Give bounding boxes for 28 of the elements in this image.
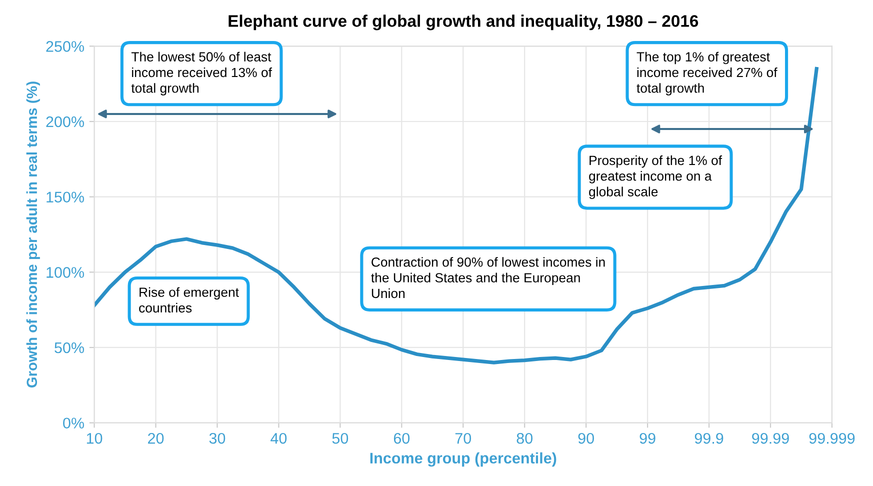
annotation: The top 1% of greatest income received 27% of total growth	[636, 52, 778, 96]
annotation: Rise of emergent countries	[139, 287, 239, 313]
x-tick-label: 10	[86, 432, 102, 444]
y-tick-label: 100%	[46, 267, 84, 278]
y-tick-label: 250%	[46, 41, 84, 52]
x-tick-label: 40	[270, 432, 287, 444]
x-tick-label: 50	[332, 432, 348, 444]
x-tick-label: 80	[516, 432, 532, 444]
x-tick-label: 99.9	[694, 432, 724, 444]
y-tick-label: 150%	[46, 192, 84, 203]
x-tick-label: 20	[148, 432, 164, 444]
annotation: Prosperity of the 1% of greatest income on a global scale	[589, 155, 722, 199]
x-tick-label: 70	[455, 432, 472, 444]
x-tick-label: 99.99	[752, 432, 789, 444]
annotation: Contraction of 90% of lowest incomes in the United States and the European Union	[371, 257, 605, 298]
y-tick-label: 0%	[63, 418, 84, 429]
x-axis-title: Income group (percentile)	[370, 452, 556, 467]
y-tick-label: 50%	[54, 342, 84, 354]
annotation: The lowest 50% of least income received 13% of total growth	[131, 52, 272, 96]
line-series	[94, 66, 818, 364]
x-tick-label: 60	[394, 432, 410, 444]
x-tick-label: 90	[578, 432, 594, 444]
chart-title: Elephant curve of global growth and inequality, 1980 – 2016	[228, 14, 698, 30]
x-tick-label: 99	[640, 432, 656, 444]
y-tick-label: 200%	[46, 116, 84, 128]
y-axis-title: Growth of income per adult in real terms (%)	[26, 82, 40, 388]
x-tick-label: 99.999	[809, 432, 855, 444]
x-tick-label: 30	[209, 432, 226, 444]
